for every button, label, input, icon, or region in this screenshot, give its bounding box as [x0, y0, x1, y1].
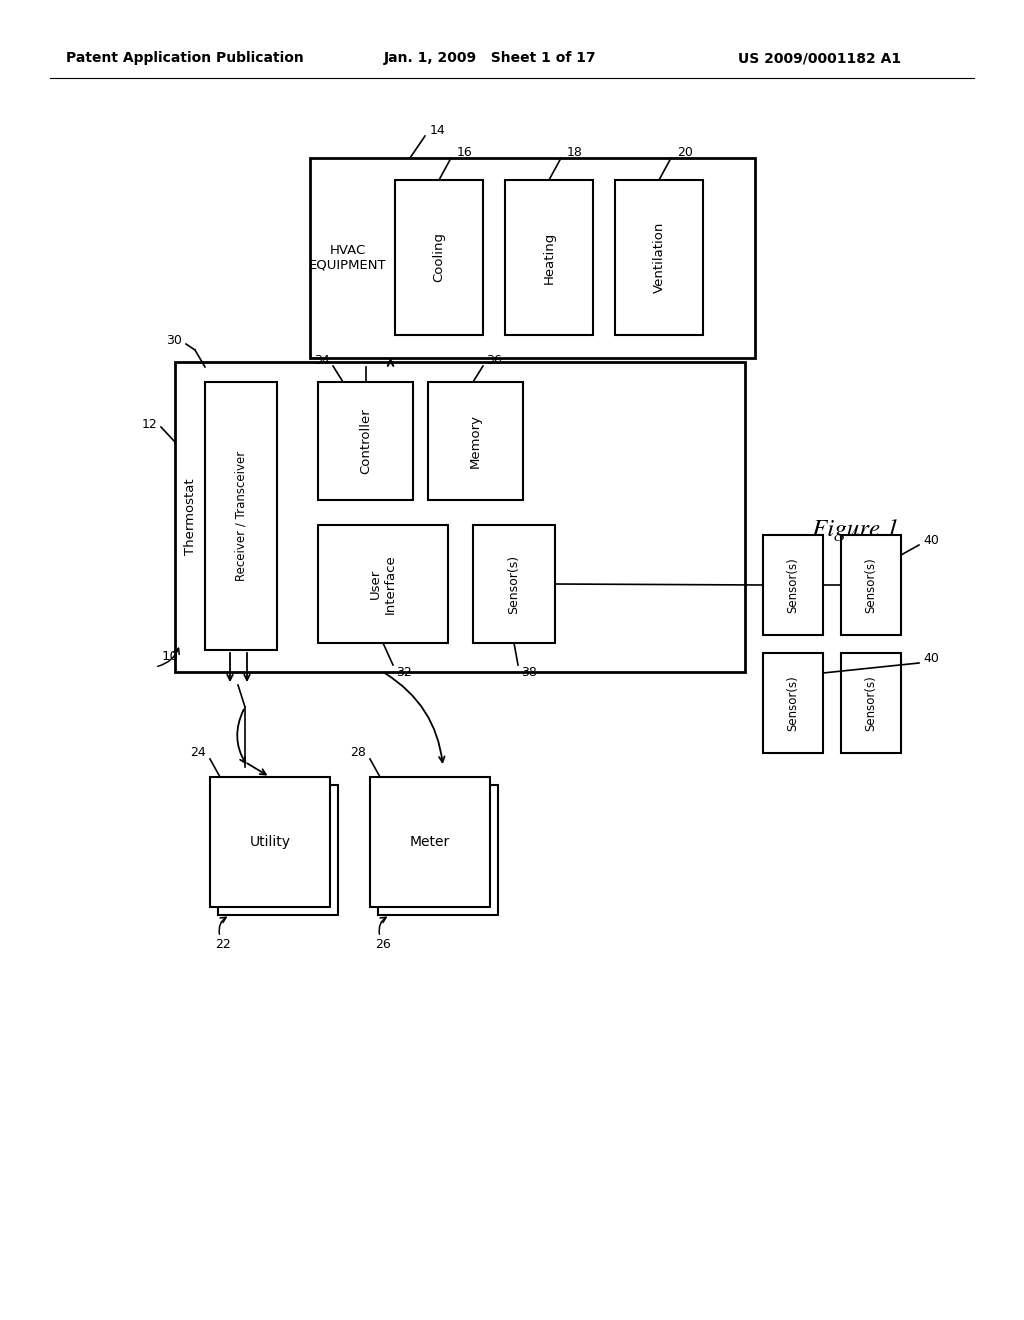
Text: 38: 38	[521, 667, 537, 680]
Text: Figure 1: Figure 1	[812, 519, 898, 541]
Text: 40: 40	[923, 652, 939, 665]
Text: 14: 14	[430, 124, 445, 136]
Bar	[318, 525, 449, 643]
Text: Cooling: Cooling	[432, 232, 445, 282]
Text: Controller: Controller	[359, 408, 372, 474]
Bar	[615, 180, 703, 335]
Bar	[218, 785, 338, 915]
Bar	[763, 535, 823, 635]
Text: Thermostat: Thermostat	[183, 479, 197, 556]
Text: Sensor(s): Sensor(s)	[786, 557, 800, 612]
Bar	[205, 381, 278, 649]
Bar	[473, 525, 555, 643]
Text: 36: 36	[486, 354, 502, 367]
Bar	[310, 158, 755, 358]
Text: 12: 12	[141, 417, 157, 430]
Text: HVAC
EQUIPMENT: HVAC EQUIPMENT	[309, 244, 387, 272]
Text: 22: 22	[215, 939, 230, 952]
Bar	[505, 180, 593, 335]
Bar	[428, 381, 523, 500]
Text: 32: 32	[396, 667, 412, 680]
Text: Sensor(s): Sensor(s)	[864, 675, 878, 731]
Bar	[175, 362, 745, 672]
Bar	[841, 653, 901, 752]
Text: 34: 34	[314, 354, 330, 367]
Bar	[370, 777, 490, 907]
Text: Patent Application Publication: Patent Application Publication	[67, 51, 304, 65]
Bar	[841, 535, 901, 635]
Text: Meter: Meter	[410, 836, 451, 849]
Text: Ventilation: Ventilation	[652, 222, 666, 293]
Text: 26: 26	[375, 939, 391, 952]
Bar	[318, 381, 413, 500]
Text: Sensor(s): Sensor(s)	[786, 675, 800, 731]
Text: 24: 24	[190, 747, 206, 759]
Text: Memory: Memory	[469, 414, 482, 469]
Text: 30: 30	[166, 334, 182, 346]
Text: 10: 10	[162, 651, 179, 664]
Bar	[395, 180, 483, 335]
Text: User
Interface: User Interface	[369, 554, 397, 614]
Bar	[378, 785, 498, 915]
Bar	[210, 777, 330, 907]
Text: 28: 28	[350, 747, 366, 759]
Text: 18: 18	[567, 145, 583, 158]
Text: Utility: Utility	[250, 836, 291, 849]
Text: 16: 16	[457, 145, 473, 158]
Text: Receiver / Transceiver: Receiver / Transceiver	[234, 451, 248, 581]
Text: Jan. 1, 2009   Sheet 1 of 17: Jan. 1, 2009 Sheet 1 of 17	[384, 51, 596, 65]
Text: Sensor(s): Sensor(s)	[864, 557, 878, 612]
Bar	[763, 653, 823, 752]
Text: Sensor(s): Sensor(s)	[508, 554, 520, 614]
Text: US 2009/0001182 A1: US 2009/0001182 A1	[738, 51, 901, 65]
Text: Heating: Heating	[543, 231, 555, 284]
Text: 40: 40	[923, 535, 939, 548]
Text: 20: 20	[677, 145, 693, 158]
